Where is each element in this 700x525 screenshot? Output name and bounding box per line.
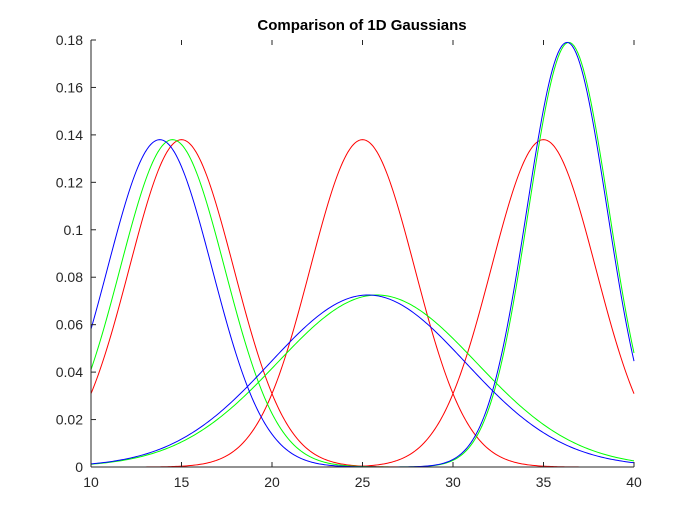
x-axis-ticks: 10 15 20 25 30 35 40 [83,40,642,490]
y-tick-label: 0.04 [56,364,83,380]
series-line-5 [90,294,635,465]
y-tick-label: 0 [75,459,83,475]
x-tick-label: 20 [264,474,280,490]
x-tick-label: 15 [174,474,190,490]
plot-background [91,40,634,467]
y-axis-ticks: 0 0.02 0.04 0.06 0.08 0.1 0.12 0.14 0.16 0.18 [56,32,96,475]
x-tick-label: 35 [536,474,552,490]
x-tick-label: 10 [83,474,99,490]
x-tick-label: 40 [626,474,642,490]
x-tick-label: 30 [445,474,461,490]
y-tick-label: 0.18 [56,32,83,48]
y-tick-label: 0.16 [56,79,83,95]
x-tick-label: 25 [355,474,371,490]
plot-area: 10 15 20 25 30 35 40 00.020.040.060.080.10.120… [56,32,642,490]
y-tick-label: 0.06 [56,317,83,333]
y-tick-label: 0.12 [56,174,83,190]
y-tick-label: 0.1 [64,222,84,238]
series-line-8 [90,294,635,465]
y-tick-label: 0.08 [56,269,83,285]
y-tick-label: 0.02 [56,412,83,428]
chart-title: Comparison of 1D Gaussians [257,17,466,34]
y-tick-label: 0.14 [56,127,83,143]
